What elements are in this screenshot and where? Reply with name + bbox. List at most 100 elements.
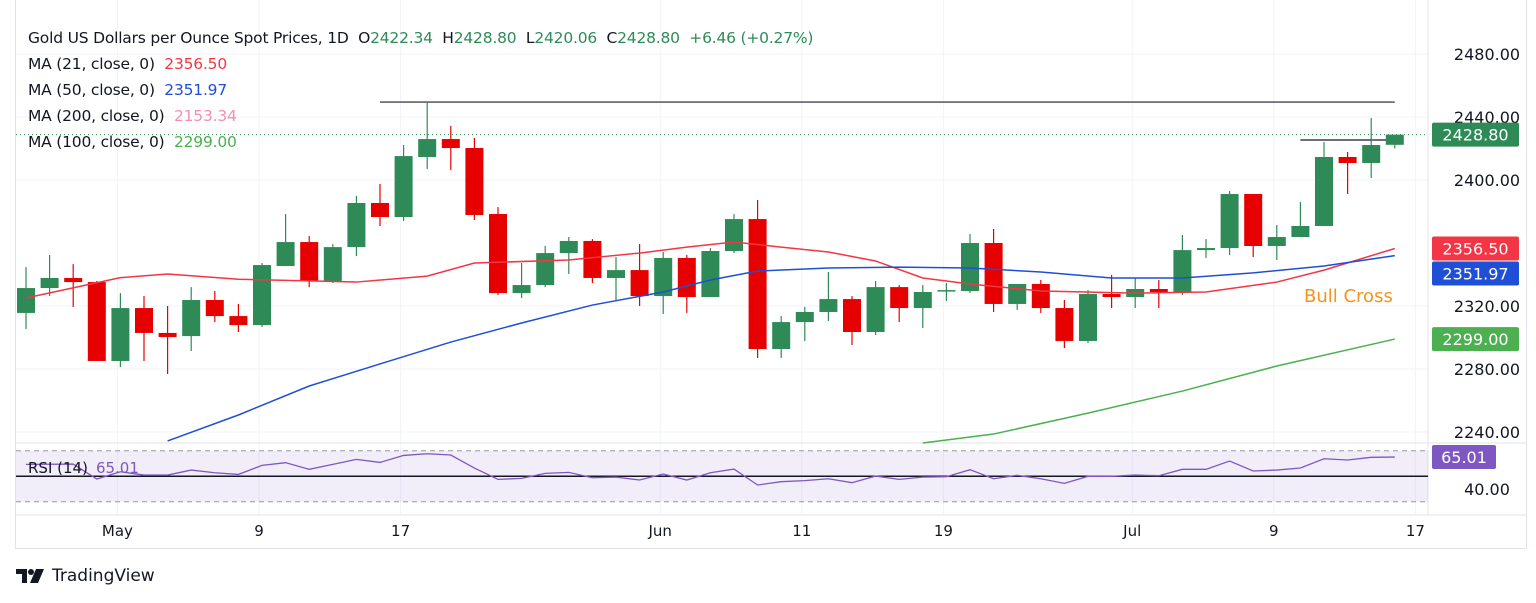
candle-body xyxy=(1197,248,1215,251)
candle-body xyxy=(984,243,1003,304)
symbol-title: Gold US Dollars per Ounce Spot Prices, 1… xyxy=(28,29,349,47)
candle-body xyxy=(866,287,885,332)
close-label: C xyxy=(606,29,618,47)
candle-body xyxy=(607,270,625,278)
bull-cross-annotation: Bull Cross xyxy=(1304,286,1393,307)
candle-body xyxy=(536,253,555,286)
symbol-header: Gold US Dollars per Ounce Spot Prices, 1… xyxy=(28,29,813,47)
price-axis-label: 2280.00 xyxy=(1454,360,1520,379)
rsi-axis-label: 40.00 xyxy=(1464,480,1510,499)
candle-body xyxy=(205,300,224,317)
candle-body xyxy=(276,242,295,266)
ma-line-50 xyxy=(167,254,1395,442)
candle-body xyxy=(1079,294,1097,341)
candle-body xyxy=(1220,194,1239,249)
candle-body xyxy=(182,300,201,337)
candle-body xyxy=(1149,288,1168,292)
indicator-label: MA (200, close, 0) xyxy=(28,107,165,125)
close-value: 2428.80 xyxy=(617,29,680,47)
candle-body xyxy=(1244,194,1263,246)
candle-body xyxy=(300,242,319,281)
low-value: 2420.06 xyxy=(534,29,598,47)
candle-body xyxy=(512,285,531,294)
candle-body xyxy=(394,156,413,218)
rsi-label: RSI (14) xyxy=(28,459,88,477)
time-axis-label: 9 xyxy=(1269,522,1279,540)
ma50-badge-text: 2351.97 xyxy=(1442,265,1508,284)
ma-line-100 xyxy=(922,338,1395,444)
indicator-ma21[interactable]: MA (21, close, 0) 2356.50 xyxy=(28,55,227,73)
time-axis-label: 17 xyxy=(1406,522,1425,540)
candle-body xyxy=(253,265,271,326)
candle-body xyxy=(913,291,932,309)
high-value: 2428.80 xyxy=(453,29,517,47)
rsi-line xyxy=(25,453,1395,486)
candle-body xyxy=(17,288,35,313)
time-axis-label: Jun xyxy=(647,522,671,540)
open-label: O xyxy=(358,29,371,47)
time-axis-label: May xyxy=(102,522,133,540)
candle-body xyxy=(158,332,177,338)
candle-body xyxy=(1362,145,1381,163)
change-value: +6.46 (+0.27%) xyxy=(689,29,814,47)
rsi-badge-text: 65.01 xyxy=(1441,448,1487,467)
indicator-value: 2356.50 xyxy=(164,55,227,73)
candle-body xyxy=(630,270,649,297)
rsi-badge xyxy=(1432,445,1496,470)
candle-body xyxy=(347,202,366,248)
rsi-value-label: 65.01 xyxy=(96,459,139,477)
candle-body xyxy=(559,240,578,254)
time-axis-label: 17 xyxy=(391,522,410,540)
ma100-badge-text: 2299.00 xyxy=(1442,330,1508,349)
candle-body xyxy=(489,214,507,294)
candle-body xyxy=(1008,283,1027,304)
candle-body xyxy=(843,299,861,332)
tradingview-logo[interactable]: TradingView xyxy=(16,566,155,586)
candle-body xyxy=(772,322,791,349)
tradingview-logo-text: TradingView xyxy=(52,566,155,586)
candle-body xyxy=(1291,225,1310,238)
price-axis-label: 2440.00 xyxy=(1454,108,1520,127)
indicator-value: 2351.97 xyxy=(164,81,227,99)
candle-body xyxy=(583,240,602,278)
candle-body xyxy=(87,282,106,361)
ma50-badge xyxy=(1432,261,1519,286)
indicator-label: MA (21, close, 0) xyxy=(28,55,155,73)
tradingview-logo-icon xyxy=(16,569,44,583)
candle-body xyxy=(465,148,484,215)
candle-body xyxy=(701,251,720,298)
candle-body xyxy=(1315,157,1333,226)
candle-body xyxy=(937,290,956,292)
price-axis-label: 2320.00 xyxy=(1454,297,1520,316)
indicator-ma50[interactable]: MA (50, close, 0) 2351.97 xyxy=(28,81,227,99)
last-price-badge xyxy=(1432,122,1519,147)
candle-body xyxy=(1031,283,1050,309)
indicator-ma100[interactable]: MA (100, close, 0) 2299.00 xyxy=(28,133,237,151)
time-axis-label: 11 xyxy=(792,522,811,540)
candle-body xyxy=(1385,134,1404,145)
ma-line-21 xyxy=(25,241,1396,299)
indicator-label: MA (100, close, 0) xyxy=(28,133,165,151)
candle-body xyxy=(1102,294,1121,298)
low-label: L xyxy=(525,29,535,47)
indicator-value: 2153.34 xyxy=(173,107,237,125)
candle-body xyxy=(1173,250,1192,292)
candle-body xyxy=(229,316,248,326)
candle-body xyxy=(135,308,153,333)
chart-frame xyxy=(15,0,1527,549)
ma21-badge xyxy=(1432,236,1519,261)
candle-body xyxy=(795,311,814,323)
last-price-badge-text: 2428.80 xyxy=(1442,126,1508,145)
ma21-badge-text: 2356.50 xyxy=(1442,240,1508,259)
indicator-ma200[interactable]: MA (200, close, 0) 2153.34 xyxy=(28,107,237,125)
time-axis-label: 19 xyxy=(934,522,953,540)
ma100-badge xyxy=(1432,327,1519,352)
candle-body xyxy=(418,139,437,158)
high-label: H xyxy=(442,29,454,47)
open-value: 2422.34 xyxy=(370,29,433,47)
time-axis-label: 9 xyxy=(254,522,264,540)
time-axis-label: Jul xyxy=(1122,522,1141,540)
price-axis-label: 2480.00 xyxy=(1454,45,1520,64)
price-axis-label: 2240.00 xyxy=(1454,423,1520,442)
